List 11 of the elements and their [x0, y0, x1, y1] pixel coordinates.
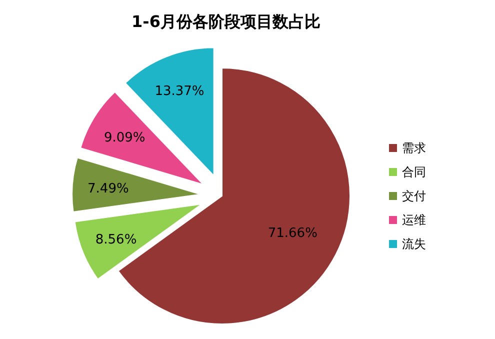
data-label: 9.09% [104, 130, 146, 146]
legend-label: 合同 [402, 165, 426, 179]
data-label: 71.66% [268, 226, 318, 242]
data-label: 8.56% [95, 232, 137, 248]
legend-label: 流失 [402, 237, 426, 251]
chart-title: 1-6月份各阶段项目数占比 [132, 12, 320, 31]
data-label: 7.49% [88, 181, 129, 196]
legend-label: 交付 [402, 189, 426, 203]
data-label: 13.37% [154, 84, 204, 100]
legend-label: 运维 [402, 213, 426, 227]
legend-label: 需求 [402, 141, 426, 155]
